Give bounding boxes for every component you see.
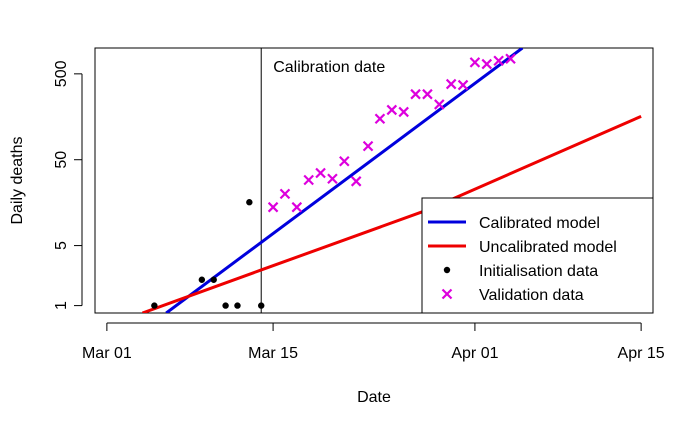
validation-point-stroke [505,53,516,65]
validation-point [481,58,493,70]
validation-point [350,176,362,187]
initialisation-point [222,302,229,309]
plot-frame [94,47,654,314]
legend-entry: Validation data [441,287,584,304]
legend-box [421,197,654,314]
initialisation-point [234,302,241,309]
legend-entry: Uncalibrated model [428,239,617,256]
axis-layer: Mar 01 Mar 15 Apr 01 Apr 15 Date 1 5 50 500 Daily… [9,60,665,406]
validation-point-stroke [315,167,326,179]
validation-point [374,113,386,125]
x-tick-label: Mar 15 [248,345,298,362]
validation-point-stroke [350,176,362,187]
validation-point-stroke [291,201,303,213]
legend-label: Initialisation data [479,263,598,280]
validation-point-stroke [493,55,504,67]
initialisation-point [246,199,253,206]
y-axis-title: Daily deaths [9,136,26,224]
legend-label: Uncalibrated model [479,239,617,256]
validation-point-stroke [339,155,350,167]
validation-point [339,155,350,167]
legend-swatch-dot [443,266,451,274]
x-axis-title: Date [357,389,391,406]
validation-point [291,201,303,213]
x-tick-label: Apr 15 [618,345,665,362]
series-line-calibrated-model [165,48,524,313]
validation-point-stroke [279,188,291,200]
validation-point [267,201,279,213]
legend-entry: Initialisation data [443,263,598,280]
initialisation-point [198,276,206,283]
legend-swatch-x [441,288,453,300]
validation-point-stroke [445,78,457,90]
validation-point-stroke [481,58,493,70]
validation-point [279,188,291,200]
validation-point [434,99,445,110]
initialisation-point [258,302,265,309]
validation-point [505,53,516,65]
validation-point-stroke [267,201,279,213]
validation-point [493,55,504,67]
validation-point [362,140,374,152]
validation-point [303,174,314,186]
validation-point-stroke [422,88,433,100]
validation-point [445,78,457,90]
y-tick-label: 5 [53,241,70,250]
validation-point [422,88,433,100]
series-layer [141,48,642,313]
y-tick-label: 50 [53,151,70,169]
validation-point [410,88,421,100]
validation-point-stroke [398,106,409,118]
validation-point-stroke [410,88,421,100]
calibration-date-label: Calibration date [273,59,385,76]
validation-point [469,57,481,68]
validation-point [386,104,398,116]
legend-label: Calibrated model [479,215,600,232]
validation-point [398,106,409,118]
legend-label: Validation data [479,287,584,304]
validation-point-stroke [386,104,398,116]
validation-point-stroke [303,174,314,186]
series-line-uncalibrated-model [141,114,642,313]
y-tick-label: 1 [53,301,70,310]
validation-point-stroke [327,173,338,185]
legend-entry: Calibrated model [428,215,600,232]
validation-point-stroke [434,99,445,110]
initialisation-point [151,302,158,309]
validation-point [457,79,469,91]
validation-point-stroke [362,140,374,152]
validation-point-stroke [374,113,386,125]
validation-point-stroke [457,79,469,91]
x-tick-label: Apr 01 [451,345,498,362]
validation-point [315,167,326,179]
x-tick-label: Mar 01 [82,345,132,362]
validation-point [327,173,338,185]
legend: Calibrated model Uncalibrated model Initia… [421,197,654,314]
validation-point-stroke [469,57,481,68]
initialisation-point [210,276,217,283]
y-tick-label: 500 [53,60,70,87]
